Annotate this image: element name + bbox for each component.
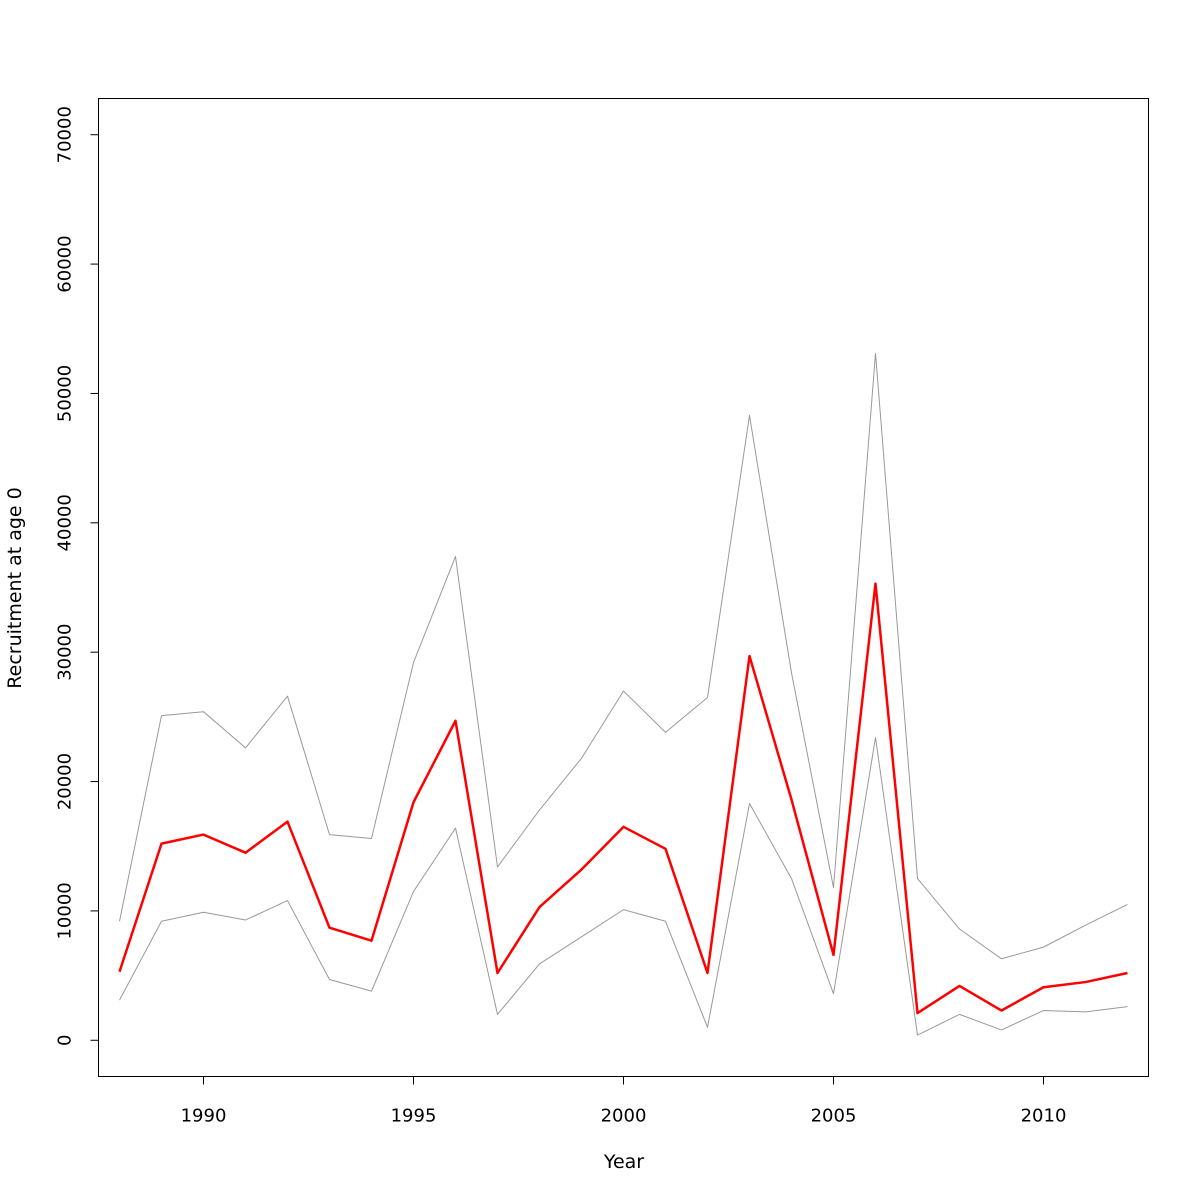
x-tick-label: 2010 bbox=[1021, 1106, 1067, 1127]
y-tick-label: 0 bbox=[55, 1035, 76, 1046]
series-line-estimate bbox=[118, 582, 1128, 1015]
x-axis-title: Year bbox=[603, 1151, 644, 1173]
y-tick-label: 50000 bbox=[55, 365, 76, 422]
y-tick-label: 60000 bbox=[55, 235, 76, 292]
series-line-upper-bound bbox=[119, 352, 1128, 960]
series-group bbox=[118, 352, 1128, 1036]
y-tick-label: 30000 bbox=[55, 624, 76, 681]
x-axis: 1990 1995 2000 2005 2010 bbox=[181, 1076, 1067, 1127]
y-tick-label: 70000 bbox=[55, 106, 76, 163]
series-line-lower-bound bbox=[119, 737, 1128, 1036]
x-tick-label: 2000 bbox=[601, 1106, 647, 1127]
plot-frame bbox=[98, 98, 1149, 1077]
y-tick-label: 20000 bbox=[55, 753, 76, 810]
x-tick-label: 2005 bbox=[811, 1106, 857, 1127]
x-tick-label: 1995 bbox=[391, 1106, 437, 1127]
x-tick-label: 1990 bbox=[181, 1106, 227, 1127]
y-axis: 0 10000 20000 30000 40000 50000 60000 70000 bbox=[55, 106, 99, 1046]
y-axis-title: Recruitment at age 0 bbox=[4, 487, 26, 688]
y-tick-label: 40000 bbox=[55, 494, 76, 551]
y-tick-label: 10000 bbox=[55, 882, 76, 939]
